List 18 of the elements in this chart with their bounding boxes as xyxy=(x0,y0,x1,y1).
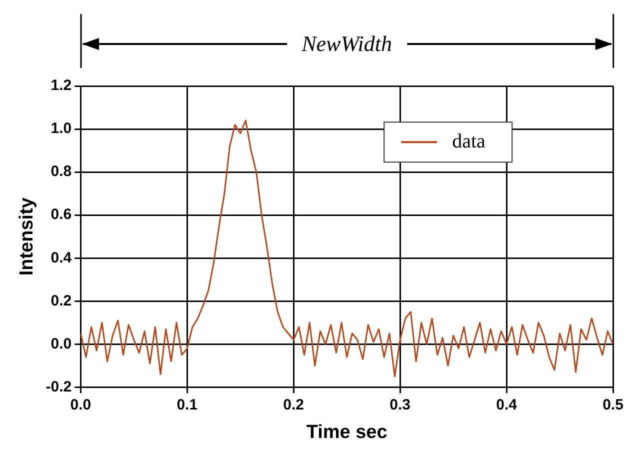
y-tick-label: 0.8 xyxy=(50,163,72,180)
x-tick-label: 0.5 xyxy=(602,396,624,414)
x-tick-label: 0.4 xyxy=(496,396,518,414)
x-tick-label: 0.2 xyxy=(283,396,304,414)
legend-label: data xyxy=(452,130,486,152)
x-axis-title: Time sec xyxy=(306,422,388,443)
x-tick-label: 0.0 xyxy=(70,396,92,414)
y-tick-label: 1.2 xyxy=(50,77,72,94)
y-tick-label: 0.2 xyxy=(50,292,72,310)
y-tick-label: 0.0 xyxy=(50,335,72,352)
x-tick-label: 0.1 xyxy=(176,396,198,414)
text: NewWidth xyxy=(300,30,394,58)
y-tick-label: 1.0 xyxy=(50,120,72,138)
y-tick-label: 0.4 xyxy=(50,249,72,266)
y-axis-title: Intensity xyxy=(16,197,38,276)
y-tick-label: 0.6 xyxy=(50,206,72,224)
x-tick-label: 0.3 xyxy=(390,396,410,414)
y-tick-label: -0.2 xyxy=(46,378,72,396)
